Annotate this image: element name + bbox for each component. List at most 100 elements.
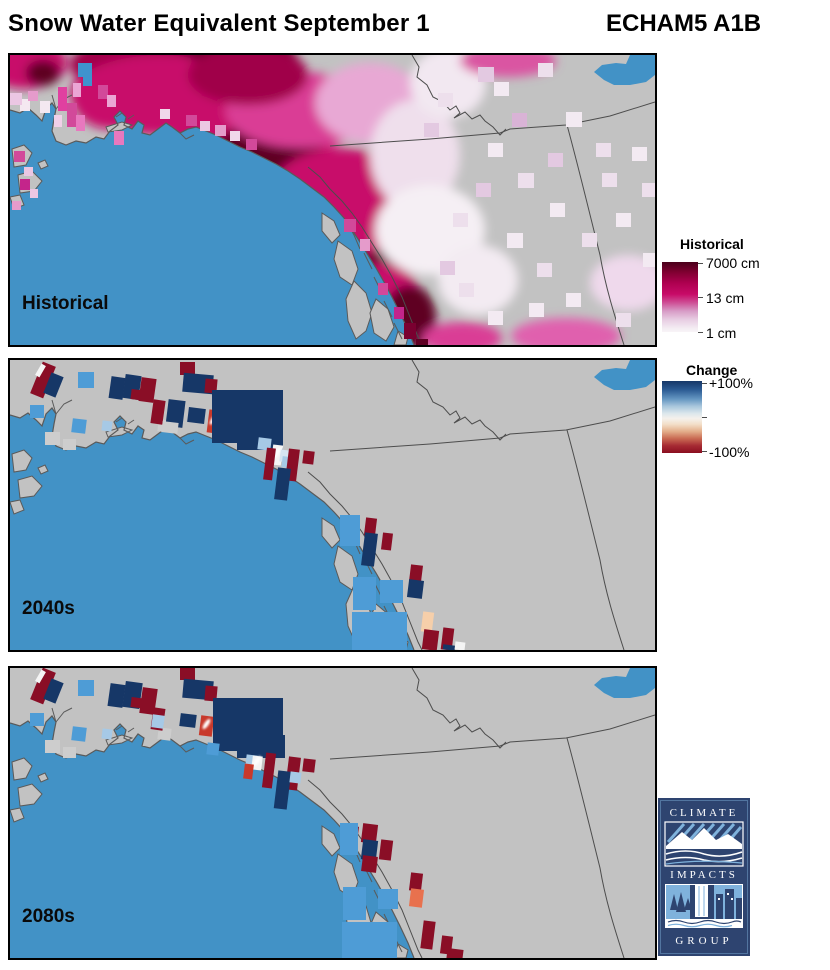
- change-cell: [43, 372, 64, 398]
- map-2080s: [10, 668, 655, 958]
- change-cell: [342, 922, 397, 958]
- island: [321, 825, 341, 857]
- island: [17, 475, 43, 499]
- coastline: [10, 102, 415, 345]
- change-cell: [340, 515, 360, 546]
- change-cell: [408, 888, 425, 908]
- legend-historical-title: Historical: [680, 236, 744, 252]
- swe-cell: [602, 173, 617, 187]
- model-scenario-label: ECHAM5 A1B: [606, 10, 762, 37]
- tick-mark: [698, 332, 703, 333]
- swe-cell: [394, 307, 404, 319]
- logo-waterfall-scene: [665, 884, 743, 928]
- ocean: [10, 716, 414, 958]
- border-line: [411, 360, 507, 441]
- logo-mountain-scene: [664, 821, 744, 867]
- change-cell: [409, 564, 423, 583]
- swe-cell: [566, 112, 582, 127]
- change-cell: [454, 641, 466, 650]
- tick-mark: [702, 451, 707, 452]
- change-cell: [420, 611, 435, 633]
- change-cell: [150, 399, 166, 425]
- island: [10, 807, 25, 823]
- change-cell: [179, 713, 197, 728]
- island: [10, 499, 25, 515]
- map-panel-2040s: 2040s: [8, 358, 657, 652]
- border-line: [566, 124, 625, 345]
- swe-cell: [24, 167, 33, 176]
- change-cell: [380, 580, 403, 603]
- fjord-line: [179, 437, 195, 445]
- swe-cell: [616, 213, 631, 227]
- historical-colorbar: [662, 262, 698, 332]
- swe-cell: [98, 85, 108, 99]
- island: [321, 517, 341, 549]
- change-cell: [71, 418, 87, 434]
- border-line: [329, 714, 655, 760]
- swe-cell: [582, 233, 597, 247]
- legend-change-title: Change: [686, 362, 738, 378]
- island: [37, 159, 49, 170]
- swe-cell: [440, 261, 455, 275]
- swe-cell: [20, 179, 30, 190]
- swe-cell: [507, 233, 523, 248]
- change-cell: [151, 714, 165, 729]
- border-line: [411, 55, 507, 136]
- change-cell: [421, 629, 440, 650]
- border-line: [307, 166, 423, 345]
- swe-cell: [215, 125, 226, 136]
- swe-cell: [478, 67, 494, 82]
- fjord-line: [51, 399, 73, 415]
- map-2040s: [10, 360, 655, 650]
- change-cell: [130, 389, 148, 401]
- lake: [594, 55, 655, 85]
- swe-cell: [424, 123, 439, 137]
- swe-cell: [494, 82, 509, 96]
- swe-cell: [160, 109, 170, 119]
- legend-label-min: 1 cm: [706, 325, 737, 341]
- tick-mark: [702, 417, 707, 418]
- swe-cell: [512, 113, 527, 127]
- change-cell: [204, 378, 218, 394]
- swe-cell: [596, 143, 611, 157]
- legend-label-mid: 13 cm: [706, 290, 745, 306]
- swe-cell: [114, 131, 124, 145]
- change-cell: [353, 577, 376, 610]
- change-cell: [406, 579, 425, 599]
- border-line: [329, 406, 655, 452]
- change-cell: [78, 680, 94, 696]
- swe-cell: [200, 121, 210, 131]
- fjord-line: [115, 112, 135, 120]
- swe-cell: [488, 311, 503, 325]
- swe-cell: [10, 93, 22, 105]
- swe-cell: [642, 183, 655, 197]
- swe-cell: [632, 147, 647, 161]
- swe-cell: [186, 115, 197, 126]
- swe-cell: [246, 139, 257, 150]
- legend-label-max: 7000 cm: [706, 255, 760, 271]
- swe-cell: [58, 87, 67, 111]
- swe-cell: [14, 151, 25, 162]
- swe-cell: [73, 83, 81, 97]
- change-cell: [108, 376, 126, 400]
- change-cell: [261, 752, 277, 789]
- cell-highlight: [202, 718, 211, 730]
- island: [321, 212, 341, 244]
- change-cell: [101, 728, 113, 740]
- change-cell: [35, 669, 46, 684]
- basemap: [10, 668, 655, 958]
- change-cell: [63, 439, 76, 450]
- change-cell: [30, 668, 56, 705]
- change-cell: [361, 855, 378, 873]
- swe-cell: [643, 253, 655, 267]
- change-cell: [130, 697, 148, 709]
- panel-label-historical: Historical: [22, 293, 109, 314]
- change-cell: [243, 763, 254, 780]
- swe-cell: [12, 201, 21, 210]
- change-cell: [257, 437, 272, 451]
- change-cell: [263, 447, 276, 481]
- change-colorbar: [662, 381, 702, 453]
- map-panel-historical: Historical: [8, 53, 657, 347]
- tick-mark: [698, 263, 703, 264]
- fjord-line: [51, 707, 73, 723]
